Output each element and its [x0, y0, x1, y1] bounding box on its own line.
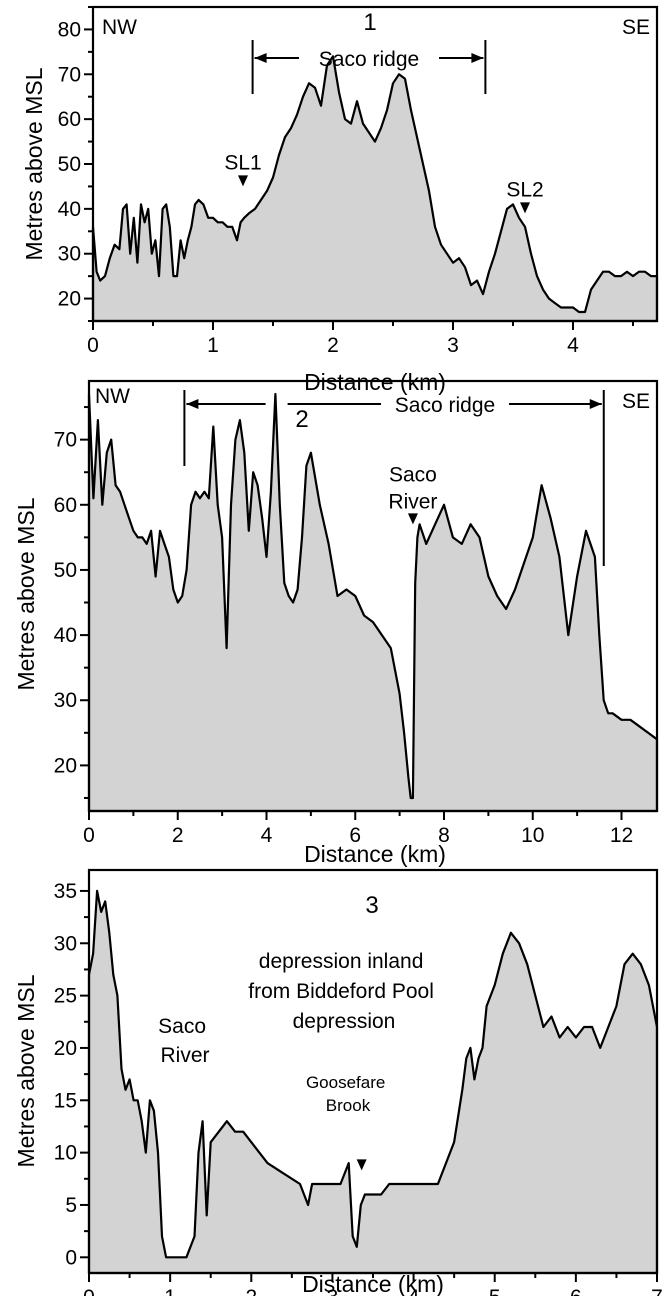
y-axis-ticks: 20 30 40 50 60 70 — [54, 406, 89, 799]
marker-label-sl1: SL1 — [224, 151, 261, 174]
elevation-profile-area — [87, 889, 659, 1275]
annotation-goosefare-brook: Goosefare Brook — [306, 1073, 390, 1115]
arrowhead-goosefare-brook — [356, 1159, 367, 1171]
y-tick-label: 60 — [54, 494, 77, 517]
saco-ridge-bracket — [251, 40, 487, 94]
y-tick-label: 50 — [54, 559, 77, 582]
x-tick-label: 2 — [172, 824, 184, 847]
marker-arrowhead — [238, 175, 248, 187]
y-tick-label: 70 — [54, 429, 77, 452]
y-tick-label: 50 — [58, 153, 81, 176]
y-axis-ticks: 20 30 40 50 60 70 80 — [58, 6, 93, 322]
y-tick-label: 25 — [54, 985, 77, 1008]
panel-number: 2 — [295, 406, 308, 433]
elevation-profile-area — [87, 392, 659, 813]
x-axis-ticks: 0 1 2 3 4 — [87, 321, 634, 357]
x-tick-label: 3 — [327, 1286, 339, 1296]
y-axis-title: Metres above MSL — [21, 67, 47, 260]
annotation-saco-river-line-2: River — [160, 1044, 209, 1067]
x-axis-ticks: 0 1 2 3 4 5 6 7 — [83, 1273, 663, 1296]
marker-arrowhead — [407, 513, 418, 525]
y-tick-label: 10 — [54, 1142, 77, 1165]
elevation-profile-area — [91, 55, 659, 323]
profile-panel-3: 0 1 2 3 4 5 6 7 0 5 10 15 20 25 30 35 3 Saco River dep… — [13, 868, 663, 1296]
x-tick-label: 12 — [610, 824, 633, 847]
marker-label-line: Saco — [389, 463, 437, 486]
x-tick-label: 2 — [327, 334, 339, 357]
site-markers: Saco River — [388, 463, 437, 525]
annotation-depression-line-3: depression — [293, 1010, 396, 1033]
y-axis-title: Metres above MSL — [13, 974, 39, 1167]
y-tick-label: 20 — [58, 288, 81, 311]
corner-label-nw: NW — [95, 385, 130, 408]
y-tick-label: 30 — [58, 243, 81, 266]
x-tick-label: 5 — [489, 1286, 501, 1296]
ridge-label: Saco ridge — [319, 48, 419, 71]
x-tick-label: 8 — [438, 824, 450, 847]
x-tick-label: 6 — [570, 1286, 582, 1296]
y-tick-label: 0 — [65, 1246, 77, 1269]
profile-panel-2: 0 2 4 6 8 10 12 20 30 40 50 60 70 2 NW SE Saco ridg… — [13, 379, 659, 867]
annotation-depression-line-2: from Biddeford Pool — [248, 980, 434, 1003]
x-tick-label: 7 — [651, 1286, 663, 1296]
x-tick-label: 6 — [349, 824, 361, 847]
ridge-arrowhead-left — [254, 53, 267, 63]
annotation-goosefare-brook-line-2: Brook — [326, 1096, 371, 1115]
corner-label-se: SE — [622, 390, 650, 413]
annotation-goosefare-brook-line-1: Goosefare — [306, 1073, 385, 1092]
ridge-arrowhead-right — [589, 399, 602, 409]
annotation-depression: depression inland from Biddeford Pool de… — [248, 950, 439, 1033]
x-axis-title: Distance (km) — [302, 1271, 444, 1296]
annotation-saco-river-line-1: Saco — [158, 1015, 206, 1038]
panel-number: 1 — [363, 9, 376, 36]
y-axis-ticks: 0 5 10 15 20 25 30 35 — [54, 880, 89, 1269]
x-tick-label: 4 — [261, 824, 273, 847]
y-tick-label: 60 — [58, 108, 81, 131]
y-tick-label: 80 — [58, 18, 81, 41]
x-tick-label: 4 — [567, 334, 579, 357]
ridge-arrowhead-left — [186, 399, 199, 409]
site-markers: SL1 SL2 — [224, 151, 544, 214]
x-tick-label: 3 — [447, 334, 459, 357]
y-tick-label: 5 — [65, 1194, 77, 1217]
annotation-depression-line-1: depression inland — [259, 950, 424, 973]
x-tick-label: 0 — [87, 334, 99, 357]
y-tick-label: 20 — [54, 754, 77, 777]
x-axis-title: Distance (km) — [304, 841, 446, 867]
y-tick-label: 40 — [58, 198, 81, 221]
y-tick-label: 40 — [54, 624, 77, 647]
y-axis-title: Metres above MSL — [13, 497, 39, 690]
ridge-label: Saco ridge — [395, 394, 495, 417]
x-tick-label: 0 — [83, 1286, 95, 1296]
x-tick-label: 10 — [521, 824, 544, 847]
y-tick-label: 30 — [54, 689, 77, 712]
corner-label-se: SE — [622, 16, 650, 39]
corner-label-nw: NW — [102, 16, 137, 39]
x-tick-label: 4 — [408, 1286, 420, 1296]
marker-label-line: River — [388, 490, 437, 513]
marker-label-saco-river: Saco River — [388, 463, 437, 513]
x-tick-label: 0 — [83, 824, 95, 847]
y-tick-label: 15 — [54, 1089, 77, 1112]
x-tick-label: 2 — [245, 1286, 257, 1296]
panel-number: 3 — [365, 892, 378, 919]
x-tick-label: 1 — [207, 334, 219, 357]
y-tick-label: 35 — [54, 880, 77, 903]
ridge-arrowhead-right — [471, 53, 484, 63]
y-tick-label: 30 — [54, 932, 77, 955]
x-tick-label: 1 — [164, 1286, 176, 1296]
y-tick-label: 20 — [54, 1037, 77, 1060]
marker-label-sl2: SL2 — [506, 178, 543, 201]
y-tick-label: 70 — [58, 63, 81, 86]
x-axis-ticks: 0 2 4 6 8 10 12 — [83, 811, 633, 847]
saco-ridge-bracket — [183, 390, 605, 566]
annotation-saco-river: Saco River — [158, 1015, 212, 1067]
plot-frame — [87, 379, 659, 813]
marker-arrowhead — [520, 202, 530, 214]
